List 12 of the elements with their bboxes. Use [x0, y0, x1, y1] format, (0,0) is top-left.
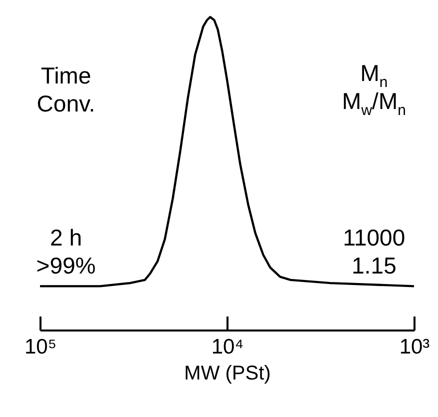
annotation: >99% — [36, 252, 96, 278]
x-axis-title: MW (PSt) — [184, 362, 271, 384]
annotation: Conv. — [36, 90, 96, 116]
x-tick-label: 10⁴ — [211, 336, 244, 358]
annotation: M$_{w}$/M$_{n}$ — [342, 88, 406, 119]
annotation: M$_{n}$ — [360, 60, 388, 91]
annotation: 2 h — [50, 224, 82, 250]
annotation: 11000 — [342, 224, 406, 250]
annotation: Time — [40, 62, 92, 88]
x-tick-label: 10³ — [399, 336, 430, 358]
x-tick-label: 10⁵ — [24, 336, 57, 358]
annotation: 1.15 — [352, 252, 396, 278]
